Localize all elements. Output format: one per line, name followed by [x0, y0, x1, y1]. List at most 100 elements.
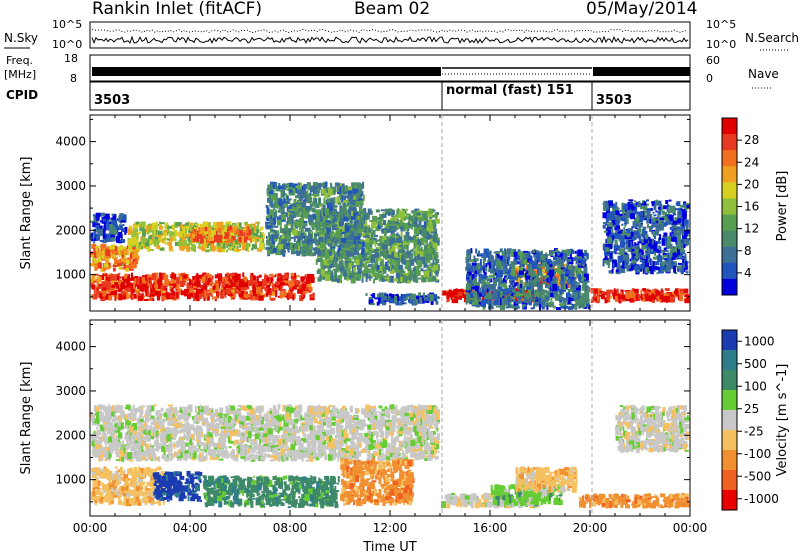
heatmap-cell — [308, 240, 313, 244]
heatmap-cell — [271, 223, 273, 229]
heatmap-cell — [296, 249, 301, 256]
heatmap-cell — [577, 256, 583, 259]
heatmap-cell — [567, 289, 573, 292]
heatmap-cell — [235, 273, 241, 281]
heatmap-cell — [412, 269, 415, 275]
heatmap-cell — [356, 233, 362, 237]
heatmap-cell — [655, 229, 660, 236]
heatmap-cell — [131, 231, 136, 237]
heatmap-cell — [300, 235, 306, 239]
heatmap-cell — [364, 260, 370, 263]
heatmap-cell — [484, 267, 487, 271]
heatmap-cell — [148, 227, 153, 233]
heatmap-cell — [502, 282, 506, 286]
heatmap-cell — [570, 248, 574, 254]
heatmap-cell — [566, 292, 570, 299]
heatmap-cell — [434, 228, 438, 235]
heatmap-cell — [172, 283, 177, 287]
heatmap-cell — [493, 300, 499, 306]
heatmap-cell — [325, 208, 329, 216]
heatmap-cell — [419, 297, 423, 304]
heatmap-cell — [341, 248, 346, 250]
heatmap-cell — [396, 302, 399, 306]
heatmap-cell — [469, 299, 475, 302]
heatmap-cell — [232, 292, 237, 298]
heatmap-cell — [377, 243, 382, 247]
heatmap-cell — [100, 249, 103, 255]
heatmap-cell — [555, 294, 559, 300]
nave-label: Nave — [748, 67, 779, 81]
heatmap-cell — [535, 301, 540, 306]
heatmap-cell — [507, 296, 512, 301]
heatmap-cell — [349, 233, 355, 241]
heatmap-cell — [141, 243, 144, 247]
heatmap-cell — [207, 227, 212, 234]
heatmap-cell — [620, 209, 623, 212]
heatmap-cell — [102, 273, 108, 277]
heatmap-cell — [273, 238, 278, 242]
heatmap-cell — [368, 299, 374, 305]
heatmap-cell — [271, 284, 274, 292]
heatmap-cell — [165, 222, 169, 227]
heatmap-cell — [211, 282, 215, 285]
heatmap-cell — [515, 292, 521, 297]
heatmap-cell — [112, 254, 115, 259]
heatmap-cell — [300, 221, 305, 226]
heatmap-cell — [212, 222, 217, 228]
heatmap-cell — [294, 284, 298, 287]
heatmap-cell — [290, 224, 294, 230]
heatmap-cell — [369, 297, 373, 300]
heatmap-cell — [269, 282, 272, 287]
heatmap-cell — [300, 276, 306, 280]
heatmap-cell — [382, 211, 385, 214]
heatmap-cell — [217, 241, 220, 246]
heatmap-cell — [252, 243, 257, 249]
heatmap-cell — [94, 273, 99, 276]
heatmap-cell — [497, 270, 503, 277]
heatmap-cell — [292, 294, 295, 301]
heatmap-cell — [563, 267, 569, 272]
heatmap-cell — [307, 238, 310, 241]
heatmap-cell — [118, 266, 122, 270]
heatmap-cell — [645, 297, 650, 302]
heatmap-cell — [100, 267, 103, 272]
heatmap-cell — [136, 232, 142, 235]
heatmap-cell — [105, 259, 110, 265]
heatmap-cell — [382, 266, 387, 274]
heatmap-cell — [349, 220, 353, 223]
heatmap-cell — [427, 243, 432, 247]
heatmap-cell — [417, 260, 423, 268]
heatmap-cell — [522, 264, 525, 268]
heatmap-cell — [260, 292, 264, 295]
heatmap-cell — [641, 288, 645, 291]
heatmap-cell — [593, 288, 599, 295]
heatmap-cell — [270, 297, 275, 301]
heatmap-cell — [348, 194, 354, 202]
heatmap-cell — [361, 253, 367, 256]
heatmap-cell — [371, 249, 376, 254]
heatmap-cell — [303, 207, 306, 212]
heatmap-cell — [331, 254, 334, 258]
heatmap-cell — [318, 197, 321, 204]
heatmap-cell — [304, 274, 307, 279]
heatmap-cell — [350, 277, 356, 284]
heatmap-cell — [183, 274, 188, 279]
heatmap-cell — [349, 223, 355, 227]
heatmap-cell — [111, 246, 115, 254]
heatmap-cell — [295, 221, 301, 228]
heatmap-cell — [133, 293, 137, 299]
heatmap-cell — [329, 233, 334, 239]
heatmap-cell — [163, 295, 169, 300]
heatmap-cell — [482, 265, 485, 273]
heatmap-cell — [328, 211, 332, 215]
heatmap-cell — [385, 208, 390, 213]
heatmap-cell — [104, 286, 108, 292]
heatmap-cell — [401, 295, 407, 301]
heatmap-cell — [297, 189, 303, 195]
heatmap-cell — [255, 281, 260, 286]
heatmap-cell — [668, 294, 674, 302]
heatmap-cell — [327, 260, 330, 264]
heatmap-cell — [380, 250, 384, 257]
heatmap-cell — [537, 264, 540, 269]
heatmap-cell — [230, 273, 235, 277]
